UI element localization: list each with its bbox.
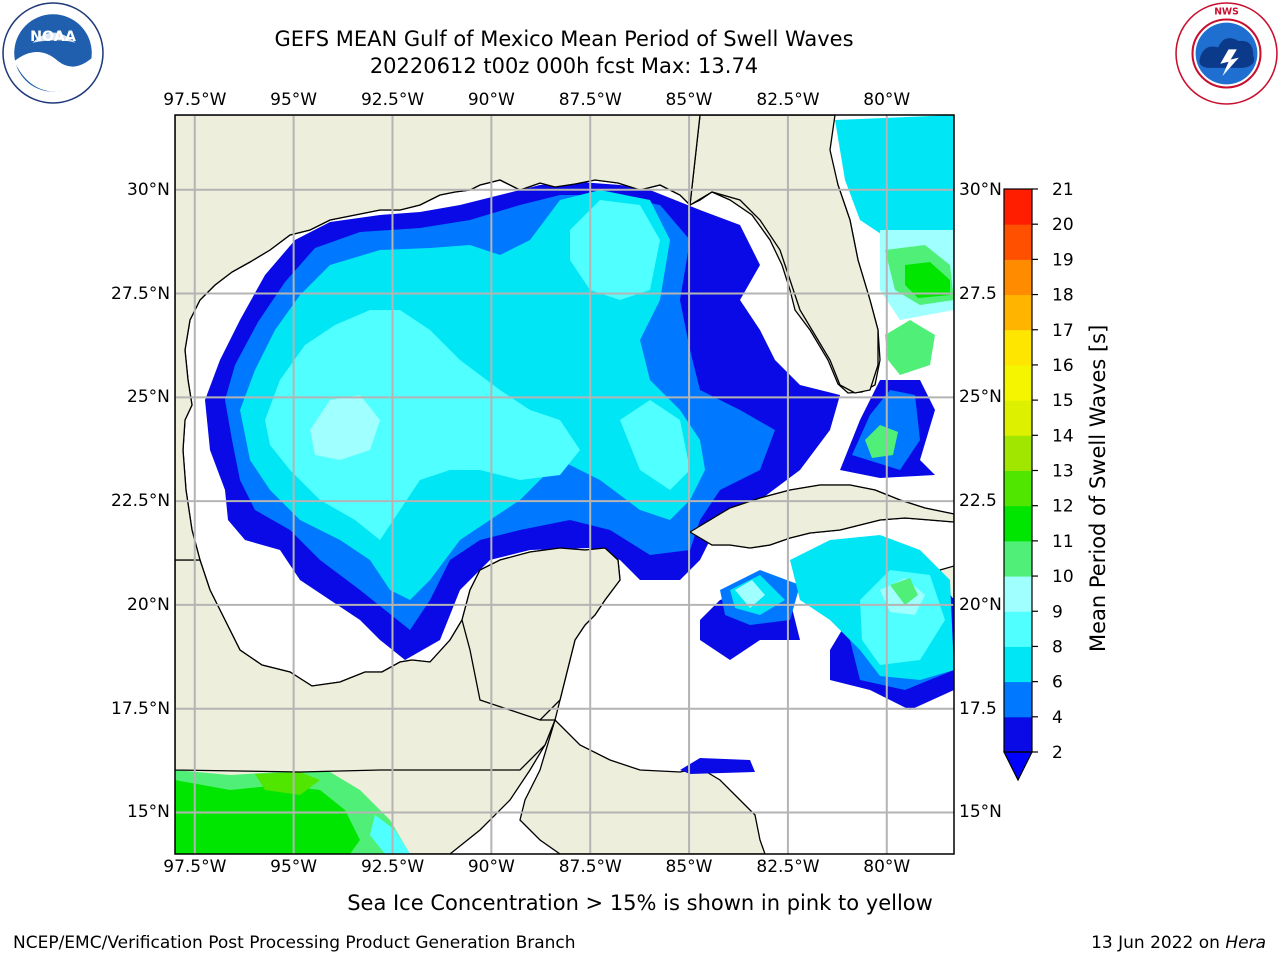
colorbar-tick-label: 21 <box>1052 180 1074 200</box>
colorbar-tick-label: 13 <box>1052 462 1074 482</box>
lon-label-top: 97.5°W <box>163 90 227 110</box>
contour-2-4 <box>680 758 755 774</box>
colorbar-segment <box>1004 294 1032 331</box>
contour-8-9 <box>620 400 690 490</box>
colorbar: 2 4 6 8 9 10 11 12 13 14 15 16 17 18 19 20 21 <box>1003 180 1074 782</box>
lat-label-right: 20°N <box>959 594 1002 615</box>
map-area <box>175 115 954 854</box>
lon-label-top: 82.5°W <box>756 90 820 110</box>
colorbar-segment <box>1004 505 1032 542</box>
lat-label-left: 27.5°N <box>111 283 171 304</box>
contour-10-11 <box>865 425 898 458</box>
lat-label-left: 15°N <box>127 802 170 823</box>
colorbar-tick-label: 8 <box>1052 637 1063 657</box>
noaa-logo: NOAA <box>2 2 104 104</box>
footer-date: 13 Jun 2022 on Hera <box>1091 933 1266 953</box>
graticule <box>175 115 954 854</box>
contour-10-11 <box>885 320 935 375</box>
lon-label-bottom: 90°W <box>467 857 515 877</box>
lat-label-right: 25°N <box>959 387 1002 408</box>
colorbar-segment <box>1004 259 1032 296</box>
colorbar-segment <box>1004 576 1032 612</box>
contour-8-9 <box>570 200 660 300</box>
lat-label-left: 20°N <box>127 594 170 615</box>
lat-label-right: 27.5 <box>959 283 997 304</box>
colorbar-tick-label: 15 <box>1052 391 1074 411</box>
lat-label-right: 30°N <box>959 179 1002 200</box>
lon-label-bottom: 82.5°W <box>756 857 820 877</box>
contour-9-10 <box>735 580 765 608</box>
nws-logo: NWS <box>1175 2 1278 105</box>
colorbar-tick-label: 11 <box>1052 532 1074 552</box>
colorbar-tick-label: 17 <box>1052 321 1074 341</box>
lon-label-top: 85°W <box>665 90 713 110</box>
colorbar-segment <box>1004 224 1032 260</box>
colorbar-tick-label: 2 <box>1052 743 1063 763</box>
lat-label-right: 15°N <box>959 802 1002 823</box>
colorbar-segment <box>1004 435 1032 471</box>
lon-label-bottom: 85°W <box>665 857 713 877</box>
chart-title: GEFS MEAN Gulf of Mexico Mean Period of … <box>274 27 854 51</box>
lat-label-left: 30°N <box>127 179 170 200</box>
land-florida <box>689 115 879 394</box>
colorbar-segment <box>1004 611 1032 647</box>
colorbar-tick-label: 18 <box>1052 286 1074 306</box>
colorbar-segment <box>1004 646 1032 683</box>
footer-host: Hera <box>1225 933 1266 953</box>
lat-label-right: 22.5 <box>959 491 997 512</box>
lon-label-top: 95°W <box>270 90 318 110</box>
contour-6-8 <box>835 115 954 240</box>
contour-pacific-lime <box>255 772 320 795</box>
land-mexico-south <box>175 559 556 773</box>
colorbar-tick-label: 9 <box>1052 602 1063 622</box>
noaa-logo-text: NOAA <box>30 29 76 45</box>
chart-subtitle: 20220612 t00z 000h fcst Max: 13.74 <box>369 54 759 78</box>
lon-label-bottom: 95°W <box>270 857 318 877</box>
colorbar-label: Mean Period of Swell Waves [s] <box>1086 324 1110 652</box>
contour-pacific-cyan <box>370 815 410 854</box>
colorbar-segment <box>1004 329 1032 366</box>
colorbar-tick-label: 14 <box>1052 426 1074 446</box>
lon-label-bottom: 92.5°W <box>360 857 425 877</box>
colorbar-tick-label: 12 <box>1052 497 1074 517</box>
contour-9-10 <box>310 395 380 460</box>
lat-label-right: 17.5 <box>959 698 997 719</box>
map-frame <box>174 114 955 855</box>
colorbar-segment <box>1004 540 1032 577</box>
colorbar-tick-label: 20 <box>1052 215 1074 235</box>
lon-label-top: 80°W <box>863 90 911 110</box>
lat-label-left: 25°N <box>127 387 170 408</box>
svg-text:NWS: NWS <box>1214 6 1239 17</box>
lon-label-top: 92.5°W <box>360 90 425 110</box>
colorbar-segment <box>1004 364 1032 401</box>
colorbar-tick-label: 4 <box>1052 708 1063 728</box>
contour-pacific-bright <box>175 780 360 854</box>
colorbar-segment <box>1004 470 1032 507</box>
lon-label-bottom: 97.5°W <box>163 857 227 877</box>
colorbar-segment <box>1004 716 1032 753</box>
lon-label-top: 90°W <box>467 90 515 110</box>
contour-11-12 <box>905 262 950 298</box>
lat-label-left: 22.5°N <box>111 491 171 512</box>
footer-credit: NCEP/EMC/Verification Post Processing Pr… <box>13 933 576 953</box>
colorbar-tick-label: 19 <box>1052 250 1074 270</box>
colorbar-extend-arrow <box>1003 751 1033 782</box>
colorbar-segment <box>1004 189 1032 225</box>
colorbar-tick-label: 10 <box>1052 567 1074 587</box>
lon-label-top: 87.5°W <box>558 90 622 110</box>
colorbar-tick-label: 16 <box>1052 356 1074 376</box>
lon-label-bottom: 80°W <box>863 857 911 877</box>
footer-date-text: 13 Jun 2022 on <box>1091 933 1226 953</box>
lat-label-left: 17.5°N <box>111 698 171 719</box>
contour-8-9 <box>860 570 945 665</box>
contour-8-9 <box>265 310 580 540</box>
colorbar-segment <box>1004 681 1032 718</box>
colorbar-segment <box>1004 400 1032 436</box>
colorbar-tick-label: 6 <box>1052 673 1063 693</box>
sea-ice-caption: Sea Ice Concentration > 15% is shown in … <box>347 891 933 915</box>
lon-label-bottom: 87.5°W <box>558 857 622 877</box>
swell-period-field <box>175 115 954 854</box>
contour-10-11 <box>890 578 918 605</box>
